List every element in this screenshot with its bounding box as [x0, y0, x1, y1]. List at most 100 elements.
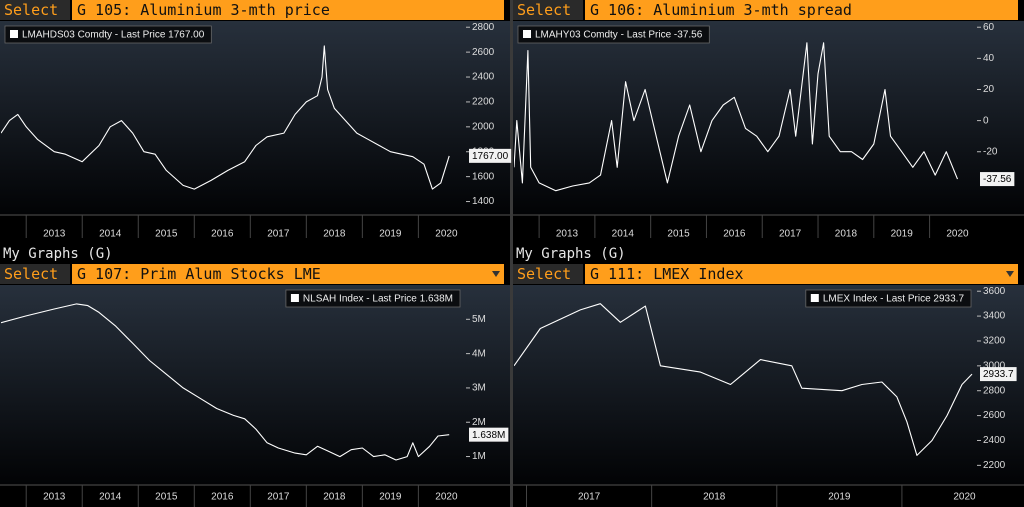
legend-text: LMEX Index - Last Price 2933.7 — [823, 294, 965, 305]
y-tick-label: 2800 — [983, 385, 1006, 396]
last-price-tag — [469, 148, 512, 163]
last-price-tag — [980, 367, 1017, 382]
legend: NLSAH Index - Last Price 1.638M — [285, 289, 461, 308]
title-bar — [585, 0, 1018, 20]
select-box — [0, 264, 70, 284]
y-tick-label: 3200 — [983, 336, 1006, 347]
plot-background — [513, 285, 1024, 484]
panel-divider — [510, 0, 513, 507]
legend-box — [517, 25, 710, 44]
legend: LMAHDS03 Comdty - Last Price 1767.00 — [4, 25, 212, 44]
x-tick-label: 2017 — [578, 492, 601, 503]
select-box — [0, 0, 70, 20]
y-tick-label: -20 — [983, 146, 998, 157]
legend-text: LMAHDS03 Comdty - Last Price 1767.00 — [22, 30, 205, 41]
y-tick-label: 1M — [472, 451, 486, 462]
x-tick-label: 2020 — [953, 492, 976, 503]
plot-background — [513, 21, 1024, 214]
y-tick-label: 40 — [983, 53, 995, 64]
x-tick-label: 2016 — [211, 492, 234, 503]
x-tick-label: 2017 — [267, 229, 290, 240]
x-tick-label: 2014 — [99, 229, 122, 240]
x-tick-label: 2013 — [43, 229, 66, 240]
y-tick-label: 2600 — [983, 410, 1006, 421]
section-label: My Graphs (G) — [516, 246, 626, 262]
legend-swatch — [290, 294, 299, 302]
plot-area — [514, 303, 973, 456]
plot-area — [1, 303, 450, 461]
x-tick-label: 2017 — [267, 492, 290, 503]
panel-title: G 106: Aluminium 3-mth spread — [590, 1, 852, 19]
x-tick-label: 2020 — [946, 229, 969, 240]
plot-area — [1, 45, 450, 190]
select-label[interactable]: Select — [517, 265, 571, 283]
y-tick-label: 0 — [983, 115, 989, 126]
plot-background — [0, 21, 510, 214]
legend-swatch — [810, 294, 819, 302]
legend: LMEX Index - Last Price 2933.7 — [805, 289, 972, 308]
y-tick-label: 2200 — [472, 97, 495, 108]
last-price-label: 1.638M — [472, 430, 505, 441]
y-tick-label: 2600 — [472, 47, 495, 58]
y-tick-label: 3000 — [983, 360, 1006, 371]
x-tick-label: 2014 — [612, 229, 635, 240]
x-tick-label: 2015 — [155, 229, 178, 240]
y-tick-label: 60 — [983, 22, 995, 33]
y-tick-label: 2200 — [983, 460, 1006, 471]
select-box — [513, 0, 583, 20]
section-label: My Graphs (G) — [3, 246, 113, 262]
x-tick-label: 2019 — [379, 492, 402, 503]
y-tick-label: 3600 — [983, 286, 1006, 297]
x-tick-label: 2019 — [379, 229, 402, 240]
x-tick-label: 2016 — [211, 229, 234, 240]
legend-box — [4, 25, 212, 44]
title-bar — [72, 0, 504, 20]
x-tick-label: 2015 — [667, 229, 690, 240]
price-line — [1, 45, 450, 190]
x-tick-label: 2019 — [828, 492, 851, 503]
x-tick-label: 2018 — [323, 492, 346, 503]
plot-background — [0, 285, 510, 484]
x-tick-label: 2020 — [435, 229, 458, 240]
panel-title: G 105: Aluminium 3-mth price — [77, 1, 330, 19]
legend-text: LMAHY03 Comdty - Last Price -37.56 — [535, 30, 703, 41]
last-price-label: 2933.7 — [983, 369, 1014, 380]
y-tick-label: 2000 — [472, 121, 495, 132]
y-tick-label: 1600 — [472, 171, 495, 182]
last-price-tag — [469, 427, 509, 442]
x-tick-label: 2017 — [779, 229, 802, 240]
y-tick-label: 3400 — [983, 311, 1006, 322]
x-tick-label: 2013 — [556, 229, 579, 240]
legend: LMAHY03 Comdty - Last Price -37.56 — [517, 25, 710, 44]
dropdown-arrow[interactable] — [492, 271, 500, 277]
select-label[interactable]: Select — [4, 1, 58, 19]
x-tick-label: 2019 — [891, 229, 914, 240]
x-tick-label: 2018 — [703, 492, 726, 503]
legend-text: NLSAH Index - Last Price 1.638M — [303, 294, 453, 305]
y-tick-label: 20 — [983, 84, 995, 95]
last-price-label: -37.56 — [983, 174, 1012, 185]
title-bar — [585, 264, 1018, 284]
y-tick-label: 4M — [472, 348, 486, 359]
x-tick-label: 2020 — [435, 492, 458, 503]
price-line — [514, 42, 959, 192]
select-label[interactable]: Select — [517, 1, 571, 19]
last-price-label: 1767.00 — [472, 151, 509, 162]
x-tick-label: 2015 — [155, 492, 178, 503]
dropdown-arrow[interactable] — [1006, 271, 1014, 277]
x-tick-label: 2018 — [323, 229, 346, 240]
x-tick-label: 2013 — [43, 492, 66, 503]
legend-box — [805, 289, 972, 308]
select-label[interactable]: Select — [4, 265, 58, 283]
last-price-tag — [980, 172, 1015, 187]
y-tick-label: 1400 — [472, 196, 495, 207]
y-tick-label: 5M — [472, 314, 486, 325]
select-box — [513, 264, 583, 284]
panel-title: G 107: Prim Alum Stocks LME — [77, 265, 321, 283]
legend-swatch — [10, 30, 18, 38]
y-tick-label: 2800 — [472, 22, 495, 33]
x-tick-label: 2016 — [723, 229, 746, 240]
plot-area — [514, 42, 959, 192]
title-bar — [72, 264, 504, 284]
